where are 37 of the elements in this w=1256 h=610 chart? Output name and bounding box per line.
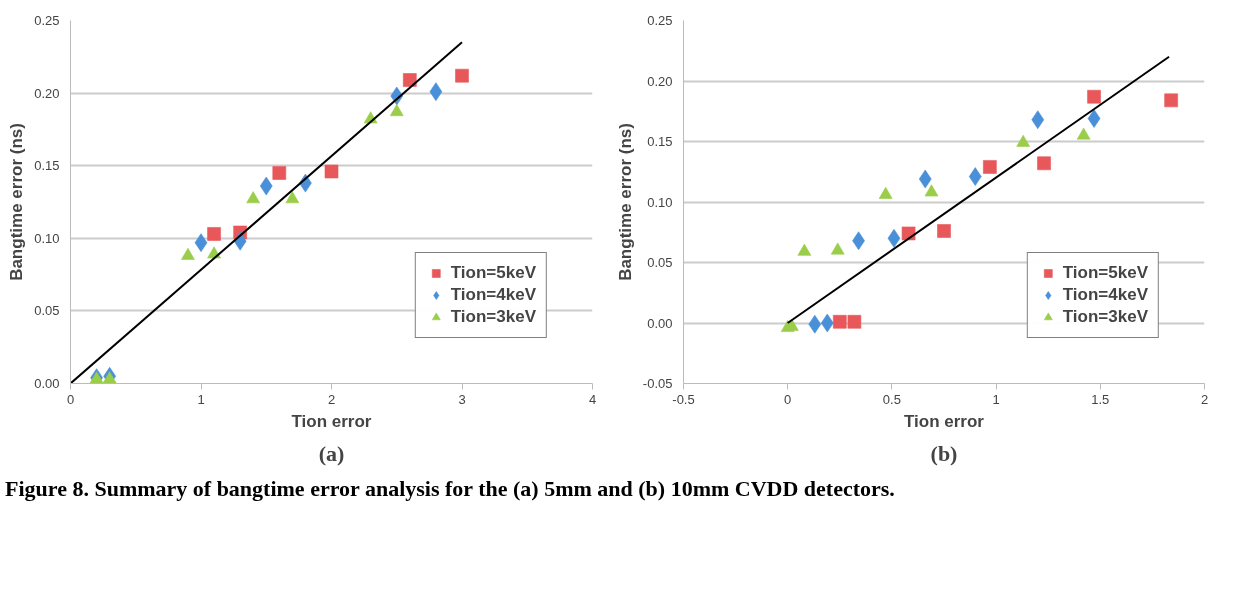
legend-label: Tion=4keV: [1062, 285, 1148, 305]
legend-label: Tion=3keV: [1062, 307, 1148, 327]
y-tick-label: 0.20: [647, 73, 673, 89]
x-tick-label: 4: [588, 391, 597, 407]
y-tick-label: 0.25: [34, 13, 60, 28]
y-axis-title: Bangtime error (ns): [615, 123, 635, 281]
legend-label: Tion=3keV: [450, 307, 536, 327]
x-tick-label: 1: [992, 391, 1000, 407]
y-tick-label: 0.25: [647, 13, 673, 28]
legend-label: Tion=5keV: [1062, 263, 1148, 283]
y-tick-label: 0.15: [647, 134, 673, 149]
text: (b): [930, 440, 958, 466]
x-tick-label: 2: [327, 391, 336, 407]
x-axis-title: Tion error: [291, 411, 372, 431]
y-tick-label: 0.20: [34, 85, 60, 101]
x-tick-label: 3: [458, 391, 466, 407]
y-tick-label: 0.05: [647, 255, 673, 270]
x-tick-label: -0.5: [672, 391, 695, 407]
y-tick-label: 0.10: [647, 194, 673, 210]
y-tick-label: 0.10: [34, 230, 60, 246]
x-tick-label: 1.5: [1091, 391, 1110, 407]
caption: Figure 8. Summary of bangtime error analysis for the (a) 5mm and (b) 10mm CVDD detectors.: [5, 475, 895, 503]
y-tick-label: 0.05: [34, 303, 60, 319]
x-tick-label: 0.5: [882, 391, 901, 407]
legend-label: Tion=5keV: [450, 263, 536, 283]
y-axis-title: Bangtime error (ns): [7, 123, 27, 281]
y-tick-label: 0.15: [34, 158, 60, 174]
text: (a): [318, 440, 345, 466]
x-axis-title: Tion error: [904, 411, 985, 431]
y-tick-label: 0.00: [34, 376, 60, 391]
x-tick-label: 0: [66, 391, 75, 407]
x-tick-label: 1: [197, 391, 205, 407]
x-tick-label: 0: [784, 391, 792, 407]
y-tick-label: 0.00: [647, 315, 673, 331]
x-tick-label: 2: [1200, 391, 1209, 407]
legend-label: Tion=4keV: [450, 285, 536, 305]
y-tick-label: -0.05: [642, 376, 673, 391]
